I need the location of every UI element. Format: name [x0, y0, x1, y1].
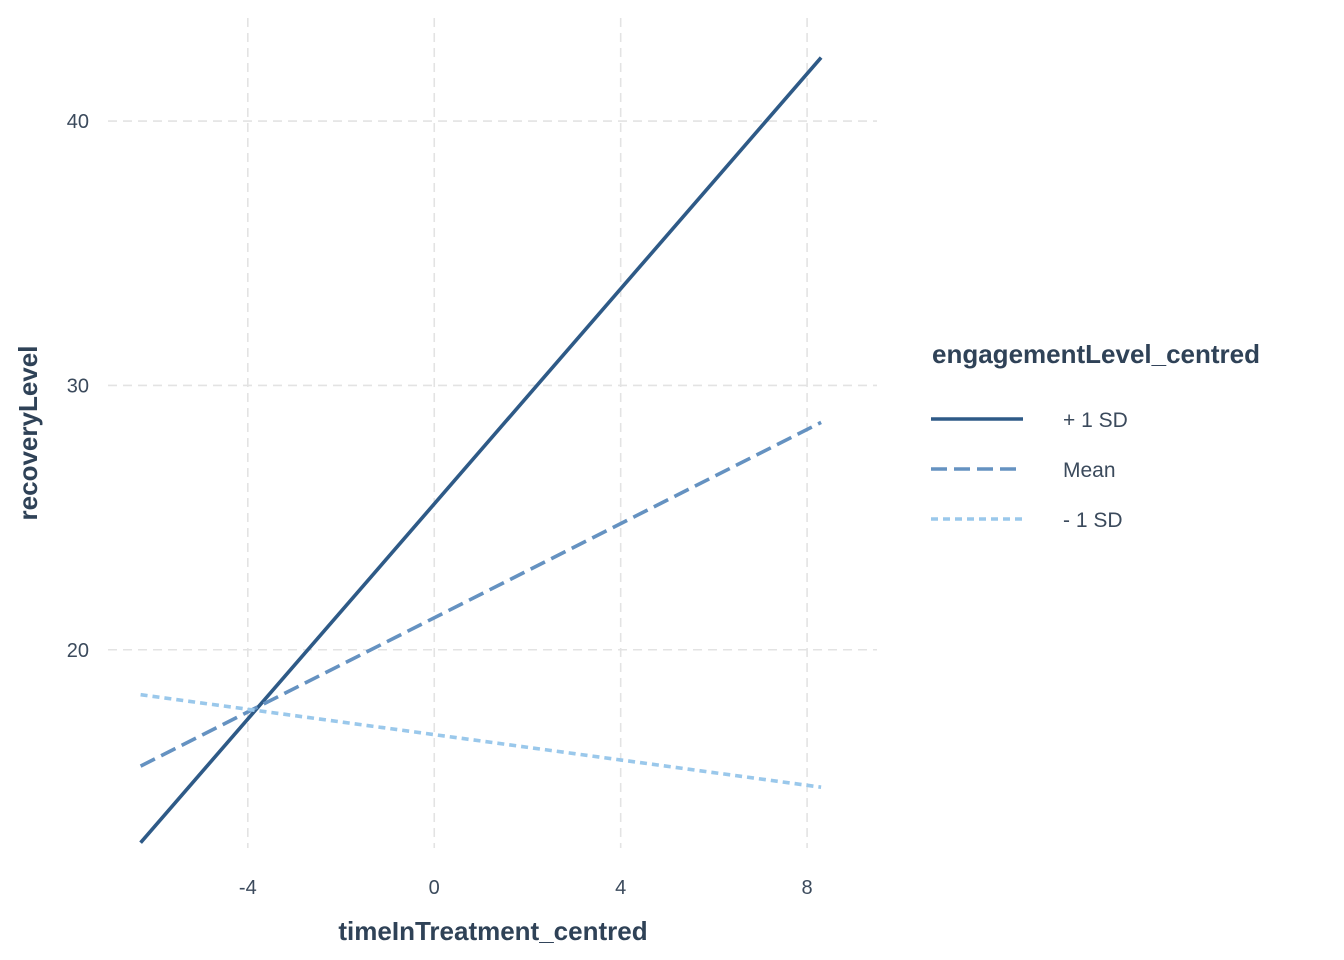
series-lines — [139, 56, 823, 844]
legend-title: engagementLevel_centred — [932, 339, 1260, 369]
y-tick-label: 30 — [67, 375, 89, 397]
legend-label-1: Mean — [1063, 459, 1116, 482]
tick-labels: -4 0 4 8 20 30 40 — [67, 111, 813, 899]
y-tick-label: 40 — [67, 111, 89, 133]
legend-label-0: + 1 SD — [1063, 409, 1128, 432]
legend: engagementLevel_centred + 1 SD Mean - 1 SD — [931, 339, 1260, 532]
legend-label-2: - 1 SD — [1063, 509, 1123, 532]
series-line-0 — [139, 56, 823, 844]
series-line-2 — [140, 692, 822, 789]
x-tick-label: 8 — [802, 877, 813, 899]
y-tick-label: 20 — [67, 640, 89, 662]
legend-items: + 1 SD Mean - 1 SD — [931, 409, 1128, 532]
x-tick-label: 0 — [429, 877, 440, 899]
series-line-1 — [139, 420, 822, 768]
x-tick-label: -4 — [239, 877, 257, 899]
y-axis-title: recoveryLevel — [13, 346, 43, 521]
x-axis-title: timeInTreatment_centred — [338, 916, 647, 946]
x-tick-label: 4 — [615, 877, 626, 899]
